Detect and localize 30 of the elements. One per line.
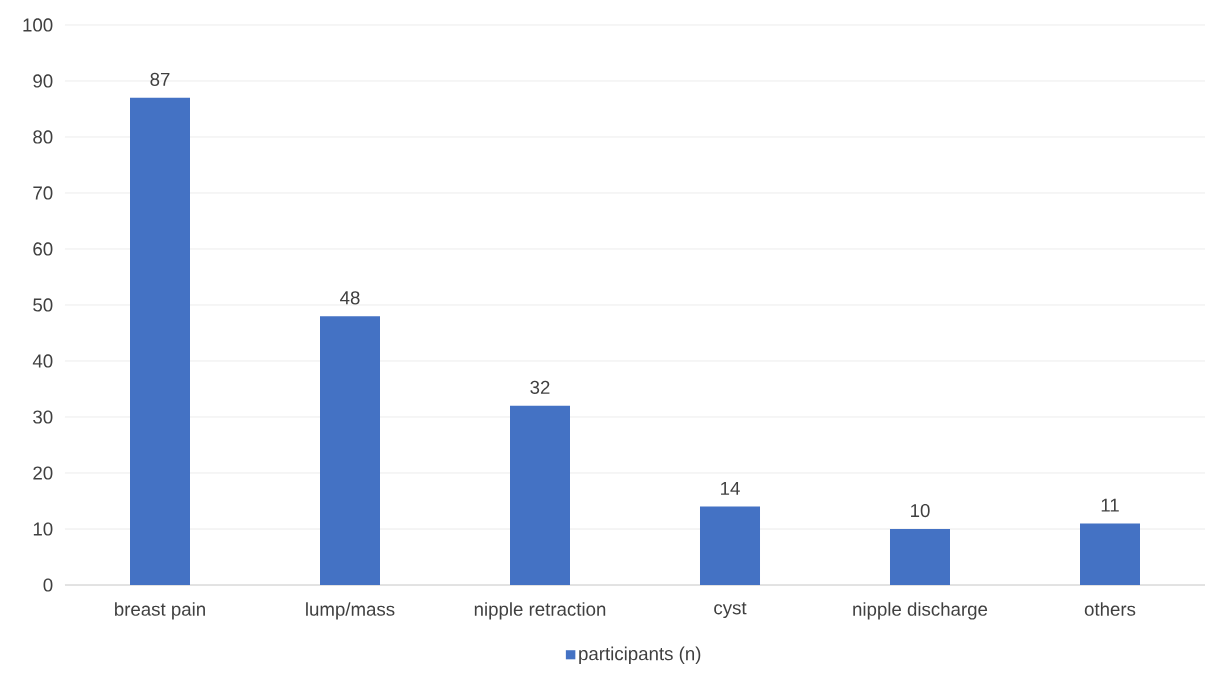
x-tick-label: cyst [714, 602, 747, 619]
x-tick-label: nipple retraction [474, 602, 606, 620]
y-tick-label: 20 [33, 466, 53, 480]
data-label: 48 [340, 291, 360, 305]
bar [890, 529, 950, 585]
y-tick-label: 0 [43, 578, 53, 592]
bar [700, 506, 760, 585]
y-tick-label: 60 [33, 242, 53, 256]
x-tick-label: nipple discharge [853, 602, 988, 620]
legend-label: participants (n) [579, 646, 701, 664]
data-label: 14 [721, 481, 740, 495]
data-label: 87 [150, 72, 170, 86]
bar [130, 97, 190, 585]
y-tick-label: 40 [32, 354, 53, 368]
y-tick-label: 80 [33, 130, 53, 144]
x-tick-label: others [1084, 602, 1136, 616]
x-tick-label: lump/mass [306, 602, 395, 620]
x-tick-label: breast pain [115, 602, 205, 620]
data-label: 10 [911, 503, 930, 518]
y-tick-label: 50 [33, 298, 53, 312]
y-tick-label: 30 [33, 410, 53, 424]
y-tick-label: 10 [33, 522, 53, 536]
bar [510, 405, 570, 585]
data-label: 11 [1101, 498, 1119, 512]
y-tick-label: 90 [33, 74, 53, 88]
y-tick-label: 100 [23, 18, 53, 32]
y-tick-label: 70 [33, 186, 53, 200]
data-label: 32 [530, 380, 550, 394]
bar [320, 316, 380, 585]
bar [1080, 523, 1140, 585]
